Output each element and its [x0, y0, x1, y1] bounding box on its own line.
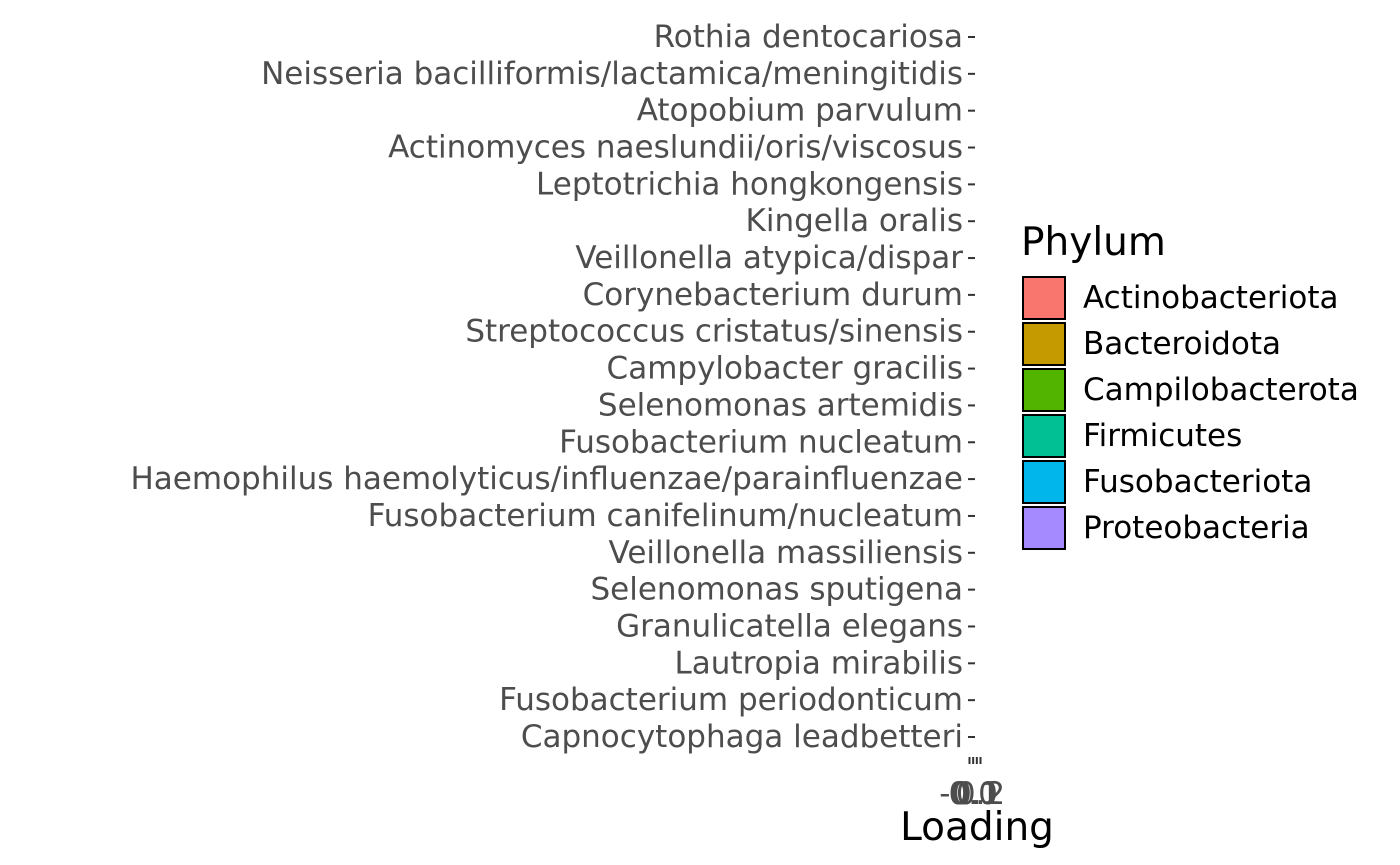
- legend: Phylum Actinobacteriota Bacteroidota Campi…: [1021, 220, 1359, 550]
- legend-swatch: [1022, 506, 1066, 550]
- x-axis-label: Loading: [900, 805, 1054, 850]
- y-tick-label: Granulicatella elegans: [616, 608, 963, 644]
- legend-entry: Bacteroidota: [1022, 322, 1281, 366]
- legend-swatch: [1022, 460, 1066, 504]
- y-tick-label: Neisseria bacilliformis/lactamica/mening…: [261, 56, 963, 92]
- y-tick-label: Lautropia mirabilis: [675, 645, 963, 681]
- y-tick-label: Atopobium parvulum: [637, 93, 963, 129]
- legend-title: Phylum: [1021, 220, 1166, 265]
- y-tick-label: Leptotrichia hongkongensis: [536, 166, 963, 202]
- y-tick-label: Kingella oralis: [746, 203, 964, 239]
- y-tick-label: Campylobacter gracilis: [607, 351, 963, 387]
- y-tick-label: Corynebacterium durum: [583, 277, 963, 313]
- y-tick-label: Haemophilus haemolyticus/influenzae/para…: [131, 461, 964, 497]
- y-tick-label: Actinomyces naeslundii/oris/viscosus: [388, 130, 963, 166]
- y-tick-label: Selenomonas artemidis: [598, 387, 963, 423]
- legend-label: Proteobacteria: [1083, 510, 1310, 546]
- y-tick-label: Capnocytophaga leadbetteri: [521, 719, 963, 755]
- legend-swatch: [1022, 414, 1066, 458]
- legend-label: Campilobacterota: [1083, 372, 1359, 408]
- legend-entry: Actinobacteriota: [1022, 276, 1339, 320]
- y-tick-label: Fusobacterium nucleatum: [559, 424, 963, 460]
- legend-label: Firmicutes: [1083, 418, 1242, 454]
- y-axis: Capnocytophaga leadbetteriFusobacterium …: [131, 19, 975, 755]
- x-axis: -0.10.00.10.2: [939, 757, 1005, 812]
- x-tick-label: 0.1: [952, 776, 1001, 812]
- legend-swatch: [1022, 276, 1066, 320]
- y-tick-label: Selenomonas sputigena: [591, 572, 964, 608]
- legend-entry: Fusobacteriota: [1022, 460, 1312, 504]
- legend-entry: Firmicutes: [1022, 414, 1242, 458]
- y-tick-label: Veillonella atypica/dispar: [575, 240, 963, 276]
- x-tick-label: -0.1: [939, 776, 1000, 812]
- x-tick-label: 0.2: [956, 776, 1005, 812]
- legend-entry: Proteobacteria: [1022, 506, 1310, 550]
- legend-swatch: [1022, 322, 1066, 366]
- y-tick-label: Fusobacterium canifelinum/nucleatum: [368, 498, 963, 534]
- y-tick-label: Veillonella massiliensis: [609, 535, 963, 571]
- y-tick-label: Rothia dentocariosa: [654, 19, 963, 55]
- legend-entry: Campilobacterota: [1022, 368, 1359, 412]
- y-tick-label: Streptococcus cristatus/sinensis: [465, 314, 963, 350]
- legend-label: Actinobacteriota: [1083, 280, 1339, 316]
- legend-label: Bacteroidota: [1083, 326, 1281, 362]
- legend-label: Fusobacteriota: [1083, 464, 1312, 500]
- y-tick-label: Fusobacterium periodonticum: [499, 682, 963, 718]
- x-tick-label: 0.0: [949, 776, 998, 812]
- legend-swatch: [1022, 368, 1066, 412]
